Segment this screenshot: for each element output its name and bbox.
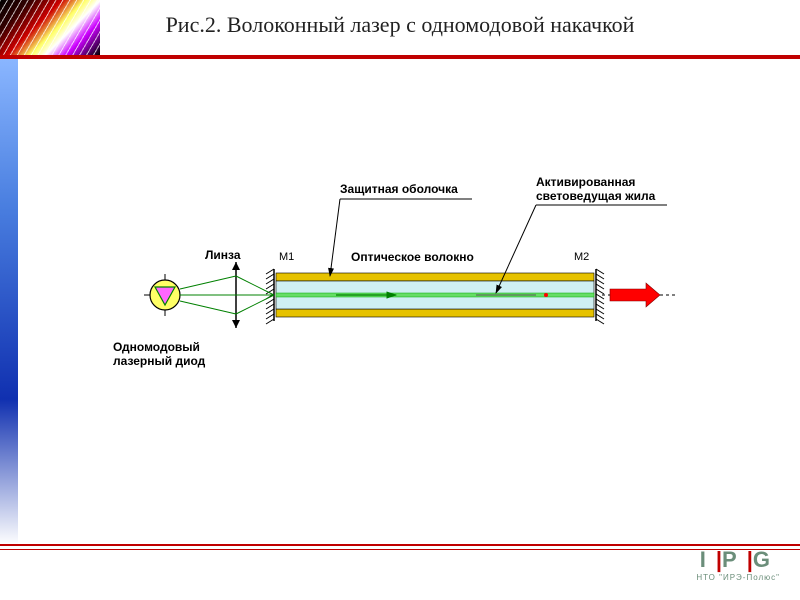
logo-g: G — [753, 547, 780, 572]
logo-p: P — [722, 547, 747, 572]
label-lens: Линза — [205, 248, 241, 262]
label-optical-fiber: Оптическое волокно — [351, 250, 474, 264]
label-protective-sheath: Защитная оболочка — [340, 182, 458, 196]
left-blue-strip — [0, 59, 18, 545]
label-laser-diode: Одномодовый лазерный диод — [113, 340, 205, 368]
label-mirror-m1: M1 — [279, 251, 294, 263]
logo-i: I — [700, 547, 716, 572]
fiber-laser-diagram — [0, 0, 800, 600]
label-mirror-m2: M2 — [574, 251, 589, 263]
label-active-core: Активированная световедущая жила — [536, 175, 655, 203]
footer-red-bar-2 — [0, 549, 800, 550]
logo-subtext: НТО "ИРЭ-Полюс" — [696, 573, 780, 582]
slide-title: Рис.2. Волоконный лазер с одномодовой на… — [0, 12, 800, 38]
header-red-bar — [0, 55, 800, 59]
footer-red-bar-1 — [0, 544, 800, 546]
brand-logo: I|P|G НТО "ИРЭ-Полюс" — [696, 547, 780, 582]
logo-letters: I|P|G — [696, 547, 780, 573]
